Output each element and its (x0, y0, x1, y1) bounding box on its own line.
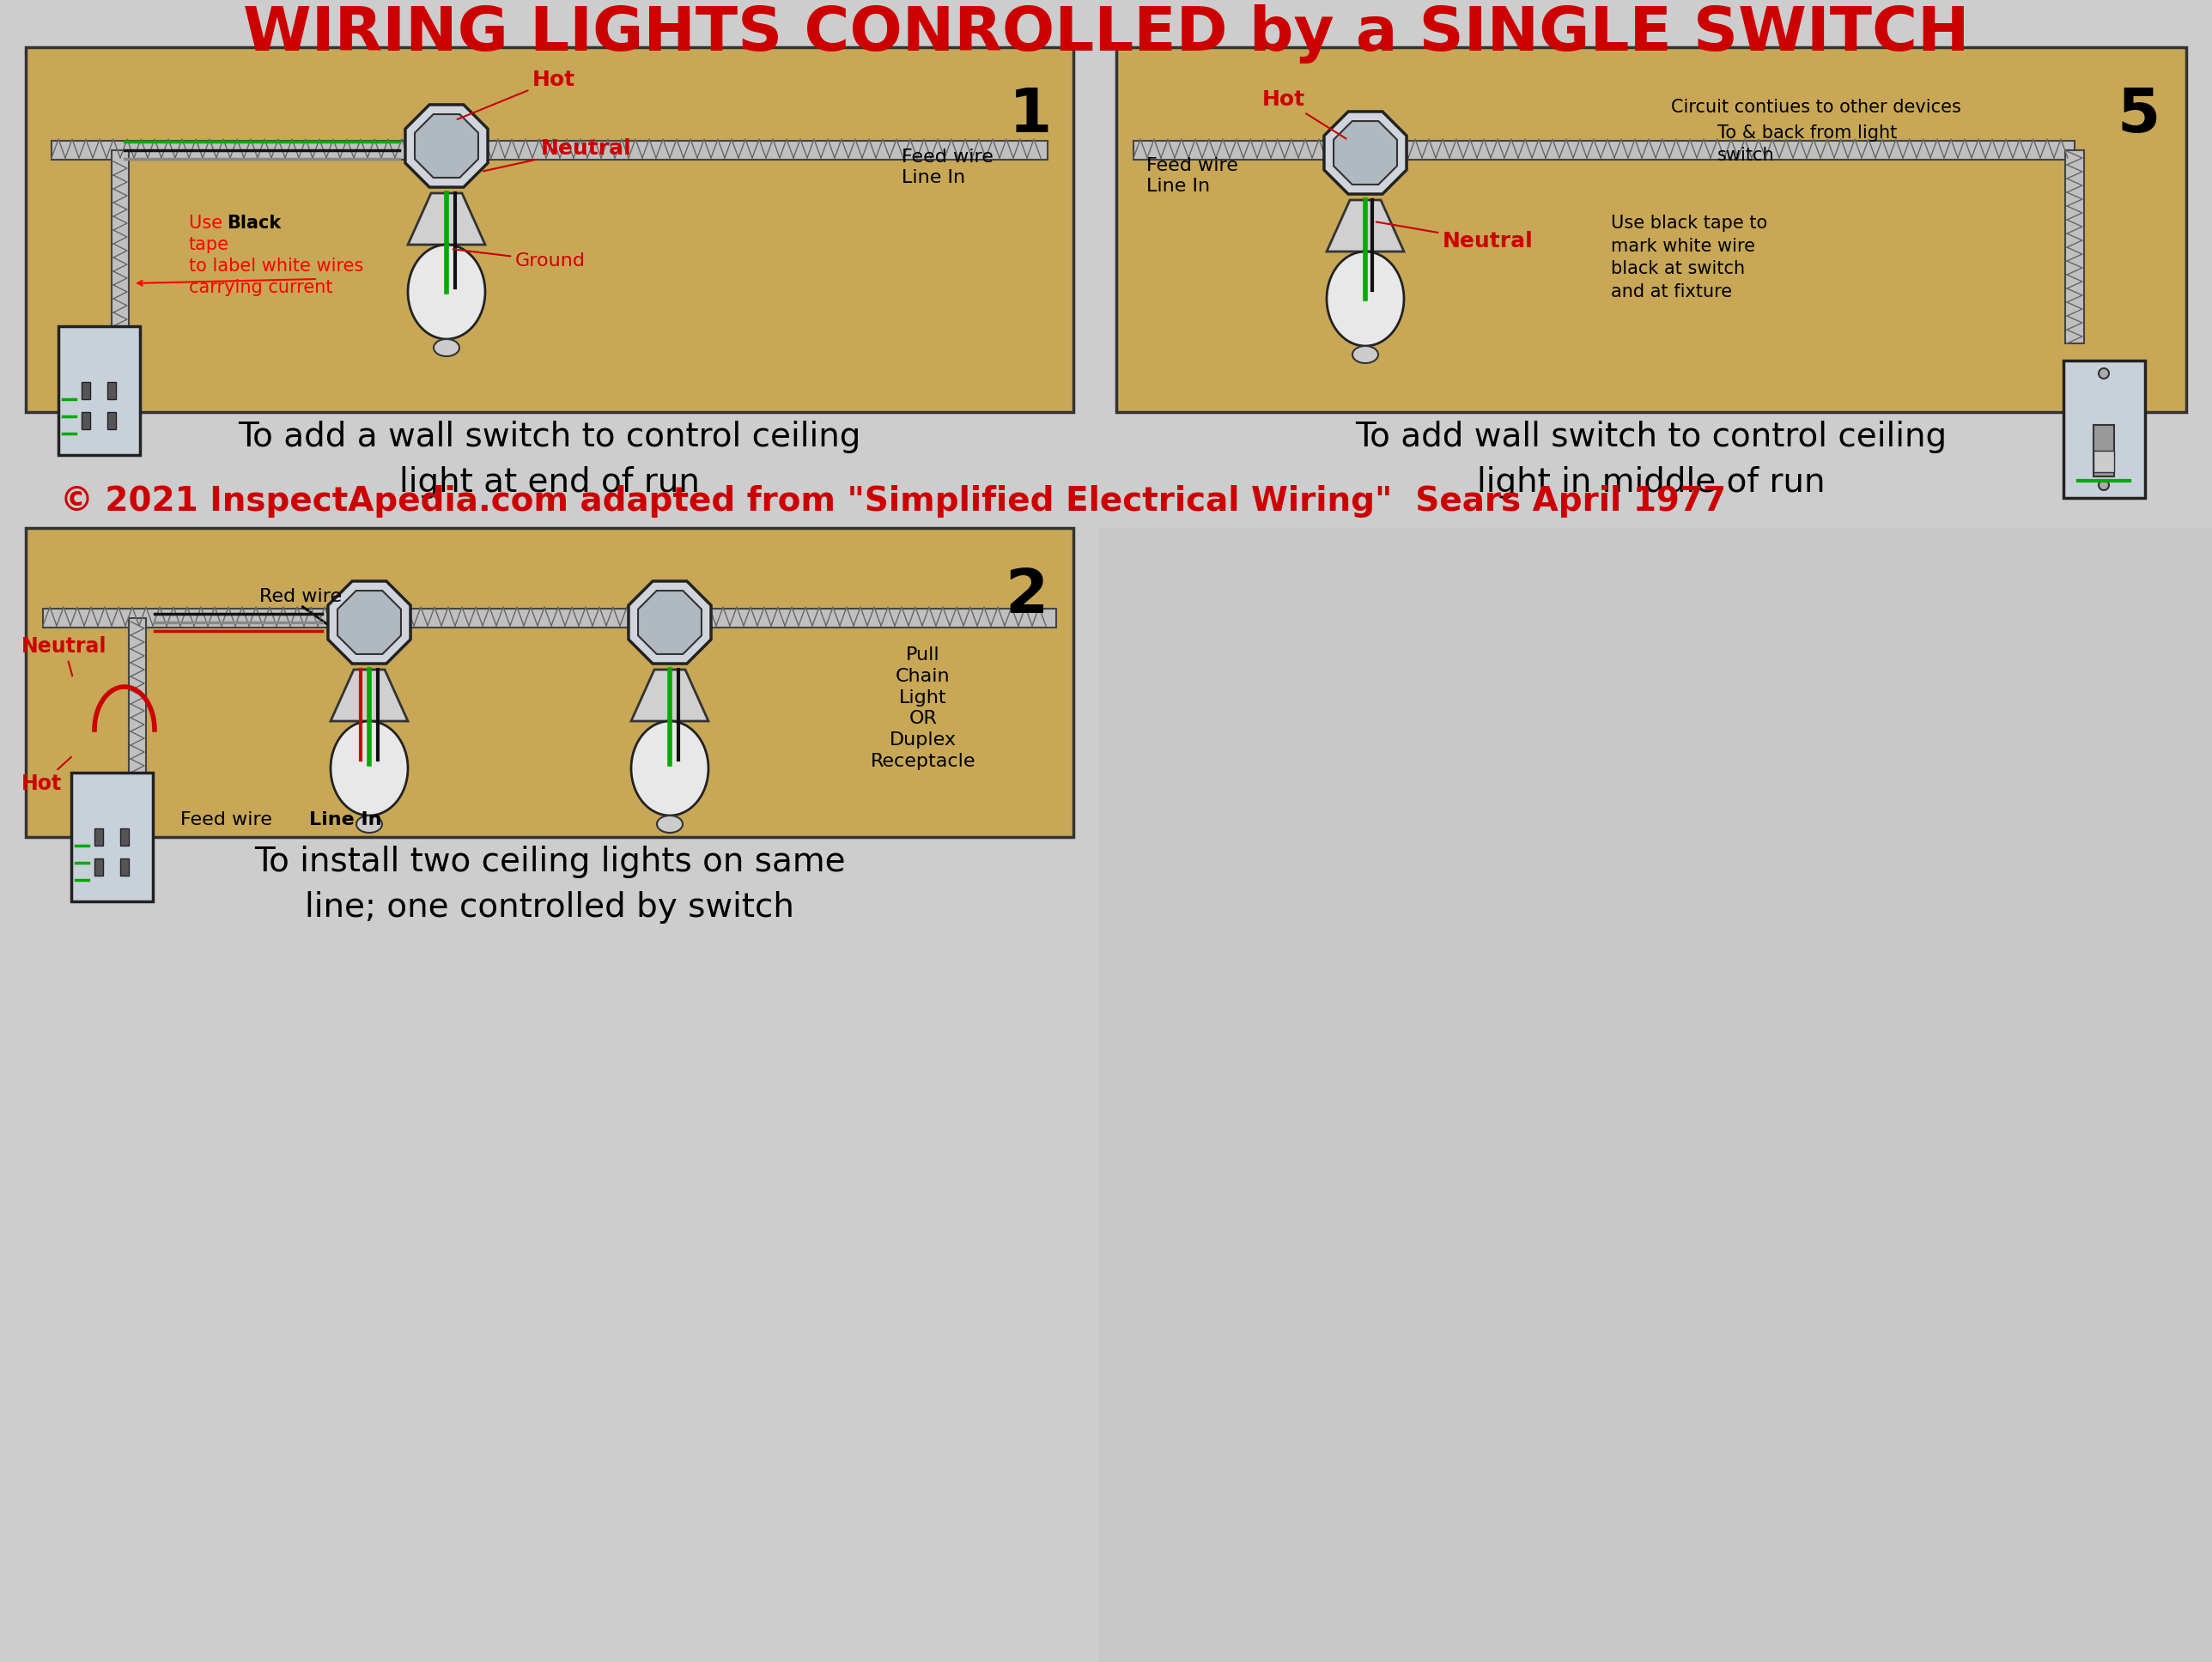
Text: Black: Black (226, 214, 281, 231)
Text: Circuit contiues to other devices: Circuit contiues to other devices (1670, 98, 1962, 116)
Polygon shape (338, 590, 400, 655)
Bar (2093, 425, 2115, 477)
Text: Pull
Chain
Light
OR
Duplex
Receptacle: Pull Chain Light OR Duplex Receptacle (872, 647, 975, 770)
Text: 2: 2 (1004, 567, 1048, 627)
Ellipse shape (1327, 251, 1405, 346)
Bar (1117, 47, 2185, 412)
Bar (82, 382, 91, 399)
Ellipse shape (630, 721, 708, 816)
Circle shape (2099, 480, 2108, 490)
Ellipse shape (434, 339, 460, 356)
Polygon shape (416, 115, 478, 178)
Text: To install two ceiling lights on same
line; one controlled by switch: To install two ceiling lights on same li… (254, 846, 845, 924)
Bar (111, 150, 128, 326)
Text: carrying current: carrying current (188, 279, 332, 296)
Ellipse shape (356, 816, 383, 833)
Ellipse shape (330, 721, 407, 816)
Polygon shape (330, 670, 407, 721)
Polygon shape (405, 105, 489, 188)
Bar (95, 828, 104, 846)
Ellipse shape (1352, 346, 1378, 362)
Bar (27, 529, 1073, 838)
Bar (128, 618, 146, 773)
Text: Hot: Hot (1263, 90, 1347, 138)
Text: Hot: Hot (22, 758, 71, 794)
Text: Neutral: Neutral (22, 637, 106, 676)
Text: Feed wire: Feed wire (181, 811, 279, 828)
Text: © 2021 InspectApedia.com adapted from "Simplified Electrical Wiring"  Sears Apri: © 2021 InspectApedia.com adapted from "S… (60, 485, 1725, 517)
Text: To add wall switch to control ceiling
light in middle of run: To add wall switch to control ceiling li… (1356, 420, 1947, 499)
Text: Line In: Line In (310, 811, 383, 828)
Text: tape: tape (188, 236, 230, 253)
Text: Neutral: Neutral (482, 138, 633, 171)
Text: To add a wall switch to control ceiling
light at end of run: To add a wall switch to control ceiling … (239, 420, 860, 499)
Bar (1099, 529, 2212, 1662)
Bar (42, 608, 1055, 628)
Text: WIRING LIGHTS CONROLLED by a SINGLE SWITCH: WIRING LIGHTS CONROLLED by a SINGLE SWIT… (243, 5, 1969, 63)
Polygon shape (407, 193, 484, 244)
Text: Hot: Hot (458, 70, 575, 120)
Bar (108, 412, 115, 429)
Bar (51, 141, 1048, 160)
Polygon shape (1334, 121, 1398, 184)
Polygon shape (628, 582, 710, 663)
Polygon shape (1325, 111, 1407, 194)
Bar (58, 326, 139, 455)
Text: Neutral: Neutral (1376, 223, 1533, 251)
Text: To & back from light
switch: To & back from light switch (1717, 125, 1898, 165)
Bar (119, 828, 128, 846)
Circle shape (2099, 369, 2108, 379)
Bar (95, 859, 104, 876)
Bar (27, 47, 1073, 412)
Polygon shape (630, 670, 708, 721)
Bar (2066, 150, 2084, 344)
Polygon shape (637, 590, 701, 655)
Ellipse shape (657, 816, 684, 833)
Text: 5: 5 (2117, 86, 2161, 145)
Bar (119, 859, 128, 876)
Text: Use: Use (188, 214, 228, 231)
Bar (82, 412, 91, 429)
Bar (2093, 450, 2115, 472)
Bar (2064, 361, 2146, 499)
Text: Feed wire
Line In: Feed wire Line In (1146, 156, 1239, 194)
Text: to label white wires: to label white wires (188, 258, 363, 274)
Bar (108, 382, 115, 399)
Text: Use black tape to
mark white wire
black at switch
and at fixture: Use black tape to mark white wire black … (1610, 214, 1767, 301)
Polygon shape (327, 582, 411, 663)
Polygon shape (1327, 199, 1405, 251)
Bar (71, 773, 153, 901)
Text: Feed wire
Line In: Feed wire Line In (902, 148, 993, 186)
Text: 1: 1 (1009, 86, 1053, 145)
Text: Ground: Ground (453, 249, 586, 269)
Ellipse shape (407, 244, 484, 339)
Bar (1133, 141, 2075, 160)
Text: Red wire: Red wire (259, 588, 343, 605)
